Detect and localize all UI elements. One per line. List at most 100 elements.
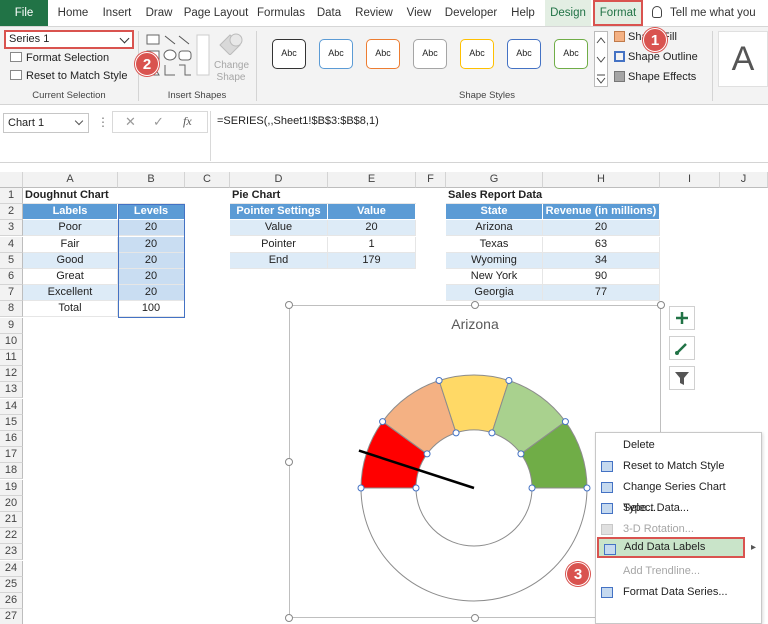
- insert-function-icon[interactable]: fx: [183, 114, 192, 128]
- sales-header[interactable]: State: [446, 204, 543, 221]
- doughnut-cell[interactable]: 20: [118, 252, 185, 269]
- row-header-12[interactable]: 12: [0, 366, 23, 383]
- change-shape-button[interactable]: Change Shape: [214, 60, 249, 84]
- row-header-1[interactable]: 1: [0, 188, 23, 204]
- doughnut-cell[interactable]: 20: [118, 269, 185, 285]
- row-header-14[interactable]: 14: [0, 398, 23, 415]
- row-header-2[interactable]: 2: [0, 204, 23, 221]
- menu-item-add-trendline[interactable]: Add Trendline...: [596, 561, 761, 582]
- wordart-style-button[interactable]: A: [718, 31, 768, 87]
- tab-page-layout[interactable]: Page Layout: [183, 7, 249, 19]
- shape-style-option-7[interactable]: Abc: [554, 39, 588, 69]
- row-header-10[interactable]: 10: [0, 333, 23, 350]
- shape-style-option-3[interactable]: Abc: [366, 39, 400, 69]
- doughnut-cell[interactable]: Good: [23, 252, 118, 269]
- row-header-16[interactable]: 16: [0, 431, 23, 447]
- sales-header[interactable]: Revenue (in millions): [543, 204, 660, 221]
- row-header-19[interactable]: 19: [0, 479, 23, 496]
- row-header-4[interactable]: 4: [0, 236, 23, 253]
- row-header-5[interactable]: 5: [0, 252, 23, 269]
- row-header-15[interactable]: 15: [0, 414, 23, 431]
- tab-design[interactable]: Design: [545, 0, 591, 26]
- sales-cell[interactable]: 90: [543, 269, 660, 285]
- series-point-handle[interactable]: [412, 484, 420, 492]
- resize-handle[interactable]: [285, 301, 293, 309]
- row-header-13[interactable]: 13: [0, 382, 23, 399]
- row-header-8[interactable]: 8: [0, 301, 23, 318]
- pie-cell[interactable]: 179: [328, 252, 416, 269]
- column-header-h[interactable]: H: [543, 172, 660, 188]
- cancel-icon[interactable]: ✕: [125, 114, 136, 129]
- sales-table-title[interactable]: Sales Report Data: [446, 188, 660, 204]
- chart-title[interactable]: Arizona: [451, 316, 499, 332]
- doughnut-cell[interactable]: Excellent: [23, 285, 118, 302]
- shape-style-option-2[interactable]: Abc: [319, 39, 353, 69]
- row-header-23[interactable]: 23: [0, 544, 23, 561]
- tab-developer[interactable]: Developer: [444, 7, 498, 19]
- sales-cell[interactable]: 34: [543, 252, 660, 269]
- shape-outline-button[interactable]: Shape Outline: [614, 51, 698, 63]
- pie-cell[interactable]: Pointer: [230, 236, 328, 253]
- row-header-6[interactable]: 6: [0, 269, 23, 285]
- menu-item-add-data-labels[interactable]: Add Data Labels ▸: [597, 537, 756, 558]
- column-header-j[interactable]: J: [720, 172, 768, 188]
- series-point-handle[interactable]: [488, 429, 496, 437]
- doughnut-cell[interactable]: 20: [118, 236, 185, 253]
- pie-cell[interactable]: Value: [230, 220, 328, 237]
- doughnut-cell[interactable]: Great: [23, 269, 118, 285]
- menu-item-reset-to-match-style[interactable]: Reset to Match Style: [596, 456, 761, 477]
- gallery-scroll-icon[interactable]: [594, 31, 608, 87]
- sales-cell[interactable]: Texas: [446, 236, 543, 253]
- pie-cell[interactable]: End: [230, 252, 328, 269]
- tab-insert[interactable]: Insert: [102, 7, 132, 19]
- row-header-9[interactable]: 9: [0, 317, 23, 334]
- doughnut-cell[interactable]: Poor: [23, 220, 118, 237]
- select-all-corner[interactable]: [0, 172, 23, 188]
- tab-view[interactable]: View: [406, 7, 432, 19]
- menu-item-change-series-chart-type[interactable]: Change Series Chart Type...: [596, 477, 761, 514]
- doughnut-cell[interactable]: 20: [118, 220, 185, 237]
- resize-handle[interactable]: [657, 301, 665, 309]
- sales-cell[interactable]: 77: [543, 285, 660, 302]
- doughnut-cell[interactable]: Total: [23, 301, 118, 318]
- sales-cell[interactable]: 20: [543, 220, 660, 237]
- chart-filters-button[interactable]: [669, 366, 695, 390]
- column-header-f[interactable]: F: [416, 172, 446, 188]
- row-header-26[interactable]: 26: [0, 593, 23, 609]
- doughnut-cell[interactable]: 100: [118, 301, 185, 318]
- tell-me-box[interactable]: Tell me what you wa: [652, 0, 768, 45]
- column-header-g[interactable]: G: [446, 172, 543, 188]
- enter-icon[interactable]: ✓: [153, 114, 164, 129]
- pie-header[interactable]: Pointer Settings: [230, 204, 328, 221]
- series-point-handle[interactable]: [423, 450, 431, 458]
- tab-review[interactable]: Review: [355, 7, 393, 19]
- menu-item-format-data-series[interactable]: Format Data Series...: [596, 582, 761, 603]
- row-header-11[interactable]: 11: [0, 350, 23, 366]
- resize-handle[interactable]: [471, 301, 479, 309]
- series-point-handle[interactable]: [379, 418, 387, 426]
- doughnut-table-title[interactable]: Doughnut Chart: [23, 188, 185, 204]
- series-point-handle[interactable]: [505, 377, 513, 385]
- tab-file[interactable]: File: [0, 0, 48, 26]
- row-header-22[interactable]: 22: [0, 528, 23, 545]
- row-header-3[interactable]: 3: [0, 220, 23, 237]
- row-header-17[interactable]: 17: [0, 447, 23, 464]
- column-header-i[interactable]: I: [660, 172, 720, 188]
- shape-style-option-1[interactable]: Abc: [272, 39, 306, 69]
- name-box[interactable]: Chart 1: [3, 113, 89, 133]
- shape-style-option-6[interactable]: Abc: [507, 39, 541, 69]
- tab-draw[interactable]: Draw: [145, 7, 173, 19]
- pie-header[interactable]: Value: [328, 204, 416, 221]
- doughnut-header[interactable]: Levels: [118, 204, 185, 221]
- reset-to-match-style-button[interactable]: Reset to Match Style: [10, 70, 128, 82]
- doughnut-header[interactable]: Labels: [23, 204, 118, 221]
- row-header-24[interactable]: 24: [0, 560, 23, 577]
- row-header-20[interactable]: 20: [0, 495, 23, 512]
- row-header-21[interactable]: 21: [0, 512, 23, 528]
- shape-effects-button[interactable]: Shape Effects: [614, 71, 696, 83]
- tab-format[interactable]: Format: [593, 0, 643, 26]
- doughnut-cell[interactable]: 20: [118, 285, 185, 302]
- gauge-pointer-needle[interactable]: [358, 449, 475, 490]
- sales-cell[interactable]: Arizona: [446, 220, 543, 237]
- series-point-handle[interactable]: [583, 484, 591, 492]
